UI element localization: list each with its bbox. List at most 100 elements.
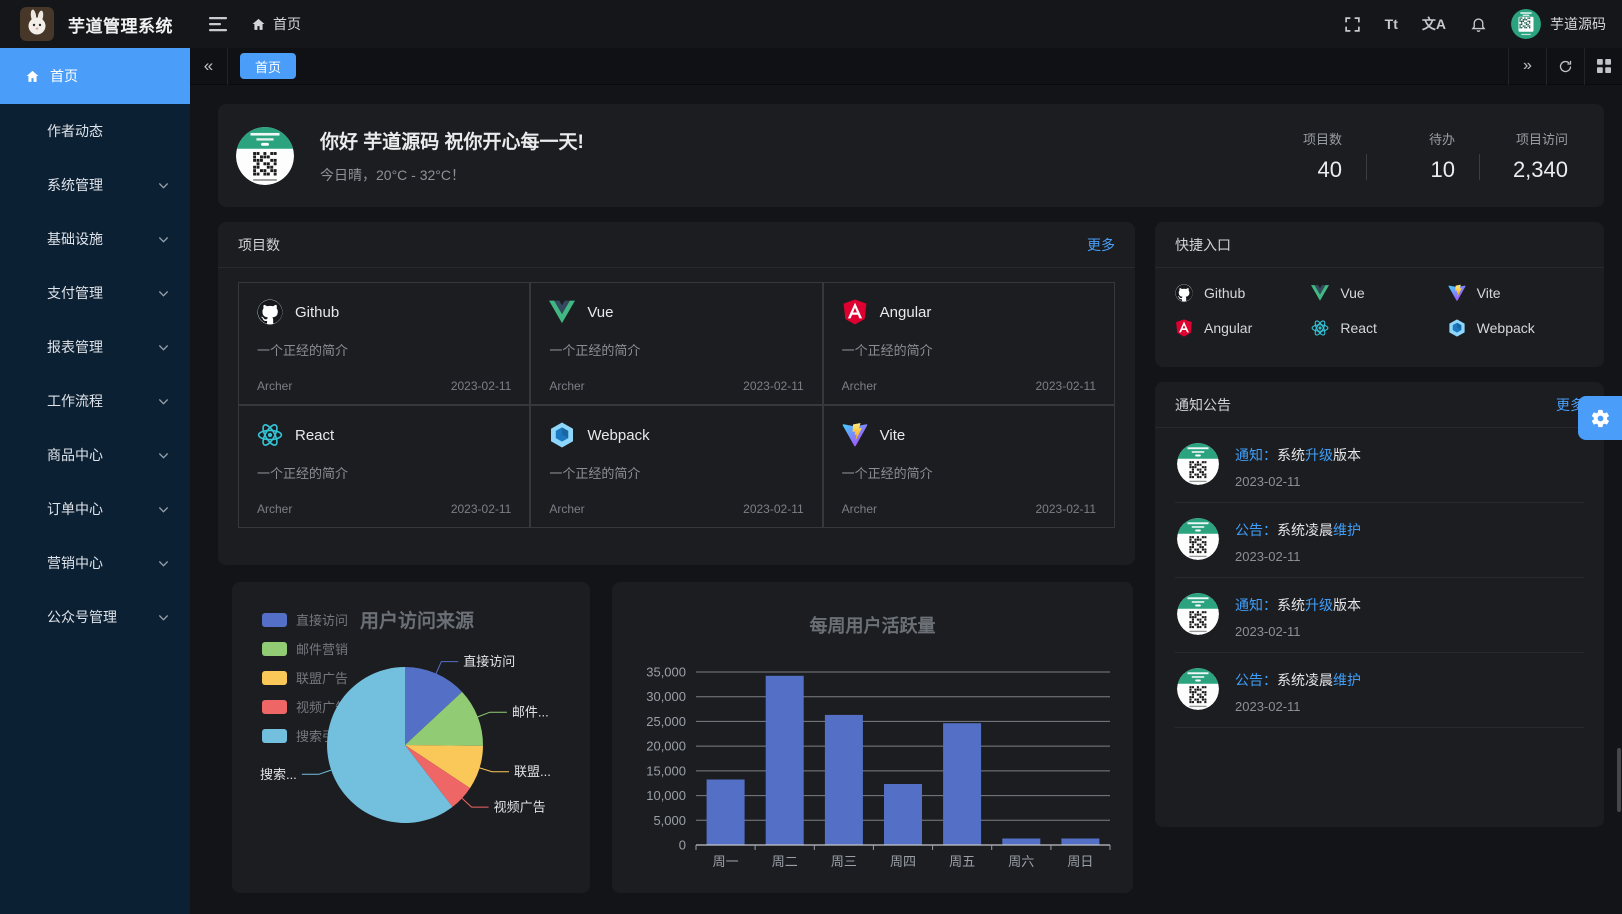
- projects-more-link[interactable]: 更多: [1087, 236, 1115, 253]
- vue-icon: [1311, 284, 1330, 302]
- user-name: 芋道源码: [1550, 16, 1606, 32]
- menu-fold-icon[interactable]: [209, 16, 227, 32]
- project-date: 2023-02-11: [450, 502, 512, 516]
- svg-text:10,000: 10,000: [646, 788, 686, 803]
- notice-item[interactable]: 通知：系统升级版本 2023-02-11: [1175, 578, 1584, 653]
- notice-item[interactable]: 公告：系统凌晨维护 2023-02-11: [1175, 653, 1584, 728]
- avatar: [1511, 9, 1541, 39]
- shortcut-vue[interactable]: Vue: [1311, 284, 1447, 302]
- settings-gear-button[interactable]: [1578, 396, 1622, 440]
- project-tile-angular[interactable]: Angular 一个正经的简介 Archer 2023-02-11: [822, 282, 1115, 405]
- shortcut-label: Github: [1204, 285, 1246, 301]
- notice-date: 2023-02-11: [1235, 699, 1301, 714]
- project-tile-vite[interactable]: Vite 一个正经的简介 Archer 2023-02-11: [822, 405, 1115, 528]
- project-name: Github: [295, 303, 340, 321]
- tabbar-tools: »: [1508, 47, 1622, 85]
- breadcrumb[interactable]: 首页: [251, 14, 301, 34]
- notice-item[interactable]: 公告：系统凌晨维护 2023-02-11: [1175, 503, 1584, 578]
- svg-text:直接访问: 直接访问: [463, 654, 515, 669]
- legend-item[interactable]: 邮件营销: [262, 639, 348, 658]
- tab-home[interactable]: 首页: [240, 53, 297, 79]
- project-tile-react[interactable]: React 一个正经的简介 Archer 2023-02-11: [238, 405, 531, 528]
- tabs-scroll-left-icon[interactable]: «: [190, 47, 228, 85]
- sidebar-item-author-trends[interactable]: 作者动态: [0, 104, 190, 158]
- angular-icon: [842, 299, 868, 325]
- sidebar-item-product[interactable]: 商品中心: [0, 428, 190, 482]
- project-desc: 一个正经的简介: [841, 343, 933, 358]
- stat-label: 待办: [1428, 131, 1455, 147]
- sidebar-item-report[interactable]: 报表管理: [0, 320, 190, 374]
- projects-card: 项目数 更多 Github 一个正经的简介 Archer 2023-02-11 Vue 一…: [218, 222, 1135, 565]
- shortcut-github[interactable]: Github: [1175, 284, 1311, 302]
- shortcut-label: Vue: [1340, 285, 1365, 301]
- welcome-weather: 今日晴，20°C - 32°C！: [320, 166, 466, 183]
- notices-more-link[interactable]: 更多: [1556, 396, 1584, 413]
- legend-item[interactable]: 联盟广告: [262, 668, 348, 687]
- projects-card-header: 项目数 更多: [218, 222, 1135, 268]
- notice-title: 公告：系统凌晨维护: [1235, 672, 1361, 688]
- breadcrumb-label: 首页: [273, 16, 301, 32]
- project-desc: 一个正经的简介: [549, 466, 641, 481]
- project-author: Archer: [841, 502, 877, 516]
- shortcut-vite[interactable]: Vite: [1448, 284, 1584, 302]
- sidebar-item-marketing[interactable]: 营销中心: [0, 536, 190, 590]
- sidebar-item-order[interactable]: 订单中心: [0, 482, 190, 536]
- legend-item[interactable]: 直接访问: [262, 610, 348, 629]
- refresh-icon[interactable]: [1546, 47, 1584, 85]
- sidebar-item-label: 商品中心: [47, 447, 103, 463]
- welcome-stat: 项目访问 2,340: [1504, 129, 1568, 183]
- sidebar-item-mp[interactable]: 公众号管理: [0, 590, 190, 644]
- sidebar-item-label: 报表管理: [47, 339, 103, 355]
- user-menu[interactable]: 芋道源码: [1511, 9, 1606, 39]
- svg-text:周三: 周三: [831, 854, 857, 869]
- vite-icon: [842, 422, 868, 448]
- project-name: Angular: [879, 303, 932, 321]
- project-tile-github[interactable]: Github 一个正经的简介 Archer 2023-02-11: [238, 282, 531, 405]
- vue-icon: [549, 299, 576, 325]
- notice-item[interactable]: 通知：系统升级版本 2023-02-11: [1175, 428, 1584, 503]
- chevron-down-icon: [157, 449, 170, 462]
- project-date: 2023-02-11: [1035, 379, 1097, 393]
- sidebar-item-label: 公众号管理: [47, 609, 117, 625]
- projects-grid: Github 一个正经的简介 Archer 2023-02-11 Vue 一个正经的简介 A…: [218, 268, 1135, 548]
- stat-label: 项目访问: [1515, 131, 1568, 147]
- sidebar-item-system[interactable]: 系统管理: [0, 158, 190, 212]
- font-size-icon[interactable]: Tt: [1384, 16, 1398, 32]
- project-tile-vue[interactable]: Vue 一个正经的简介 Archer 2023-02-11: [530, 282, 823, 405]
- sidebar-item-label: 系统管理: [47, 177, 103, 193]
- notice-title: 公告：系统凌晨维护: [1235, 522, 1361, 538]
- svg-text:周二: 周二: [772, 854, 798, 869]
- shortcuts-card: 快捷入口 Github Vue Vite Angular React Webpack: [1155, 222, 1604, 367]
- project-author: Archer: [841, 379, 877, 393]
- stat-divider: [1479, 153, 1480, 180]
- bell-icon[interactable]: [1470, 15, 1487, 33]
- project-author: Archer: [549, 379, 585, 393]
- fullscreen-icon[interactable]: [1344, 16, 1361, 33]
- notices-card-header: 通知公告 更多: [1155, 382, 1604, 428]
- sidebar-item-home[interactable]: 首页: [0, 48, 190, 104]
- tabs-scroll-right-icon[interactable]: »: [1508, 47, 1546, 85]
- page-scrollbar[interactable]: [1617, 748, 1621, 812]
- shortcut-webpack[interactable]: Webpack: [1448, 319, 1584, 337]
- project-tile-webpack[interactable]: Webpack 一个正经的简介 Archer 2023-02-11: [530, 405, 823, 528]
- stat-divider: [1366, 153, 1367, 180]
- shortcut-react[interactable]: React: [1311, 319, 1447, 337]
- sidebar-item-infra[interactable]: 基础设施: [0, 212, 190, 266]
- github-icon: [1175, 284, 1193, 302]
- chevron-down-icon: [157, 395, 170, 408]
- notice-qr-avatar: [1177, 518, 1219, 560]
- locale-icon[interactable]: 文A: [1421, 16, 1446, 32]
- project-date: 2023-02-11: [450, 379, 512, 393]
- svg-text:30,000: 30,000: [646, 689, 686, 704]
- chevron-down-icon: [157, 341, 170, 354]
- layout-grid-icon[interactable]: [1584, 47, 1622, 85]
- stat-value: 10: [1430, 156, 1455, 182]
- shortcut-label: Angular: [1204, 320, 1253, 336]
- project-date: 2023-02-11: [1035, 502, 1097, 516]
- sidebar-item-pay[interactable]: 支付管理: [0, 266, 190, 320]
- sidebar-item-workflow[interactable]: 工作流程: [0, 374, 190, 428]
- notices-list: 通知：系统升级版本 2023-02-11 公告：系统凌晨维护 2023-02-11 通知…: [1155, 428, 1604, 728]
- shortcut-angular[interactable]: Angular: [1175, 319, 1311, 337]
- svg-text:周五: 周五: [949, 854, 975, 869]
- svg-text:0: 0: [679, 838, 686, 853]
